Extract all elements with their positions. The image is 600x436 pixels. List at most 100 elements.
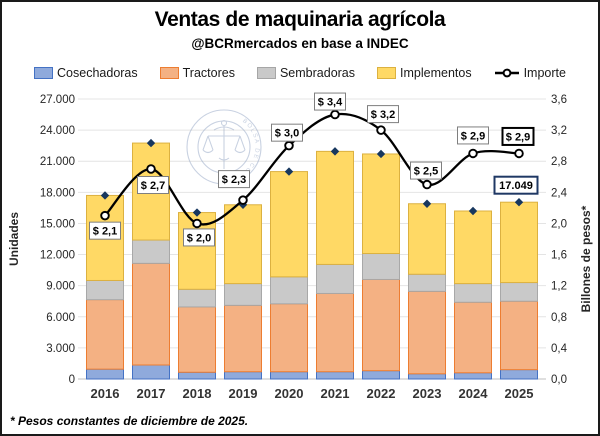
importe-label-text: $ 2,1 bbox=[93, 226, 117, 238]
legend-line-marker-icon bbox=[494, 68, 519, 78]
importe-line bbox=[104, 112, 520, 226]
bar-segment-sembradoras-2024 bbox=[454, 283, 492, 303]
bar-segment-tractores-2021 bbox=[316, 292, 354, 373]
importe-label-text: $ 2,3 bbox=[222, 174, 246, 186]
bar-segment-sembradoras-2022 bbox=[362, 253, 400, 280]
stacked-bars bbox=[86, 142, 538, 380]
total-diamond bbox=[468, 206, 478, 216]
importe-point-2023 bbox=[422, 179, 432, 190]
total-diamond bbox=[376, 149, 386, 159]
x-axis-label-2017: 2017 bbox=[137, 386, 166, 401]
left-axis-tick: 12.000 bbox=[40, 250, 75, 262]
importe-label-text: $ 3,2 bbox=[371, 109, 395, 121]
right-axis-tick: 1,2 bbox=[551, 281, 567, 293]
total-diamond bbox=[146, 138, 156, 148]
x-axis-label-2020: 2020 bbox=[275, 386, 304, 401]
bar-segment-sembradoras-2017 bbox=[132, 239, 170, 264]
bar-segment-sembradoras-2025 bbox=[500, 282, 538, 302]
importe-label-box bbox=[410, 161, 442, 180]
bar-segment-tractores-2020 bbox=[270, 303, 308, 373]
bar-segment-tractores-2025 bbox=[500, 300, 538, 371]
total-label-text: 17.049 bbox=[499, 180, 533, 192]
right-axis-tick: 0,4 bbox=[551, 343, 568, 355]
legend-swatch-icon bbox=[377, 67, 397, 79]
bar-segment-tractores-2019 bbox=[224, 304, 262, 373]
bar-segment-cosechadoras-2017 bbox=[132, 364, 170, 380]
bar-segment-sembradoras-2018 bbox=[178, 288, 216, 308]
x-axis-label-2018: 2018 bbox=[183, 386, 212, 401]
footnote: * Pesos constantes de diciembre de 2025. bbox=[10, 414, 249, 428]
right-axis-tick: 2,0 bbox=[551, 218, 567, 230]
bar-segment-cosechadoras-2023 bbox=[408, 373, 446, 380]
bar-segment-implementos-2024 bbox=[454, 210, 492, 285]
importe-point-2016 bbox=[100, 210, 110, 221]
bar-segment-implementos-2023 bbox=[408, 203, 446, 275]
importe-label-text: $ 2,9 bbox=[461, 130, 485, 142]
importe-label-text: $ 2,0 bbox=[187, 232, 211, 244]
bar-segment-sembradoras-2019 bbox=[224, 283, 262, 306]
importe-label-box bbox=[183, 228, 215, 247]
importe-label-box bbox=[218, 170, 250, 189]
x-axis-label-2016: 2016 bbox=[91, 386, 120, 401]
legend-item-importe: Importe bbox=[494, 66, 566, 80]
bar-segment-cosechadoras-2019 bbox=[224, 371, 262, 380]
importe-point-2017 bbox=[146, 164, 156, 174]
bar-segment-implementos-2022 bbox=[362, 153, 400, 255]
bar-segment-cosechadoras-2022 bbox=[362, 370, 400, 380]
importe-point-2025 bbox=[514, 148, 524, 159]
x-axis-label-2025: 2025 bbox=[505, 386, 534, 401]
bar-segment-cosechadoras-2024 bbox=[454, 372, 492, 380]
importe-label-text: $ 3,4 bbox=[318, 97, 343, 109]
importe-point-2024 bbox=[468, 148, 478, 159]
importe-label-box bbox=[367, 105, 399, 124]
left-axis-tick: 24.000 bbox=[40, 125, 75, 137]
importe-point-2019 bbox=[238, 195, 248, 205]
bar-segment-cosechadoras-2021 bbox=[316, 371, 354, 380]
right-axis-tick: 1,6 bbox=[551, 250, 567, 262]
right-axis-tick: 3,2 bbox=[551, 125, 567, 137]
bar-segment-tractores-2023 bbox=[408, 290, 446, 375]
total-label-box bbox=[493, 175, 539, 195]
x-axis-label-2022: 2022 bbox=[367, 386, 396, 401]
importe-point-2018 bbox=[192, 218, 202, 229]
legend-item-cosechadoras: Cosechadoras bbox=[34, 66, 138, 80]
left-axis-tick: 3.000 bbox=[46, 343, 75, 355]
importe-label-text: $ 2,5 bbox=[414, 166, 438, 178]
legend-swatch-icon bbox=[256, 67, 276, 79]
x-axis-label-2019: 2019 bbox=[229, 386, 258, 401]
left-axis-title: Unidades bbox=[7, 212, 21, 266]
legend-item-tractores: Tractores bbox=[159, 66, 235, 80]
bar-segment-cosechadoras-2025 bbox=[500, 369, 538, 380]
bar-segment-sembradoras-2020 bbox=[270, 276, 308, 305]
bar-segment-tractores-2017 bbox=[132, 262, 170, 366]
bar-segment-implementos-2025 bbox=[500, 201, 538, 284]
x-axis-label-2023: 2023 bbox=[413, 386, 442, 401]
bar-segment-cosechadoras-2016 bbox=[86, 368, 124, 380]
importe-label-text: $ 2,9 bbox=[506, 131, 530, 143]
bar-segment-implementos-2019 bbox=[224, 204, 262, 285]
bar-segment-sembradoras-2016 bbox=[86, 279, 124, 301]
x-axis-label-2021: 2021 bbox=[321, 386, 350, 401]
importe-label-box bbox=[89, 221, 121, 240]
legend-item-implementos: Implementos bbox=[377, 66, 472, 80]
legend-swatch-icon bbox=[159, 67, 179, 79]
total-diamond bbox=[100, 191, 110, 200]
right-axis-tick: 3,6 bbox=[551, 94, 567, 106]
left-axis-tick: 6.000 bbox=[46, 312, 75, 324]
legend: Cosechadoras Tractores Sembradoras Implemen… bbox=[2, 62, 598, 84]
legend-label: Importe bbox=[523, 66, 566, 80]
left-axis-tick: 9.000 bbox=[46, 281, 75, 293]
bar-segment-tractores-2016 bbox=[86, 299, 124, 370]
importe-point-2022 bbox=[376, 125, 386, 135]
total-diamond bbox=[192, 208, 202, 217]
legend-label: Implementos bbox=[400, 66, 472, 80]
bar-segment-tractores-2022 bbox=[362, 278, 400, 372]
importe-label-box bbox=[501, 126, 535, 146]
importe-label-box bbox=[314, 92, 346, 111]
left-axis-tick: 18.000 bbox=[40, 187, 75, 199]
importe-label-text: $ 2,7 bbox=[141, 180, 165, 192]
legend-label: Tractores bbox=[182, 66, 235, 80]
importe-label-box bbox=[137, 176, 169, 194]
